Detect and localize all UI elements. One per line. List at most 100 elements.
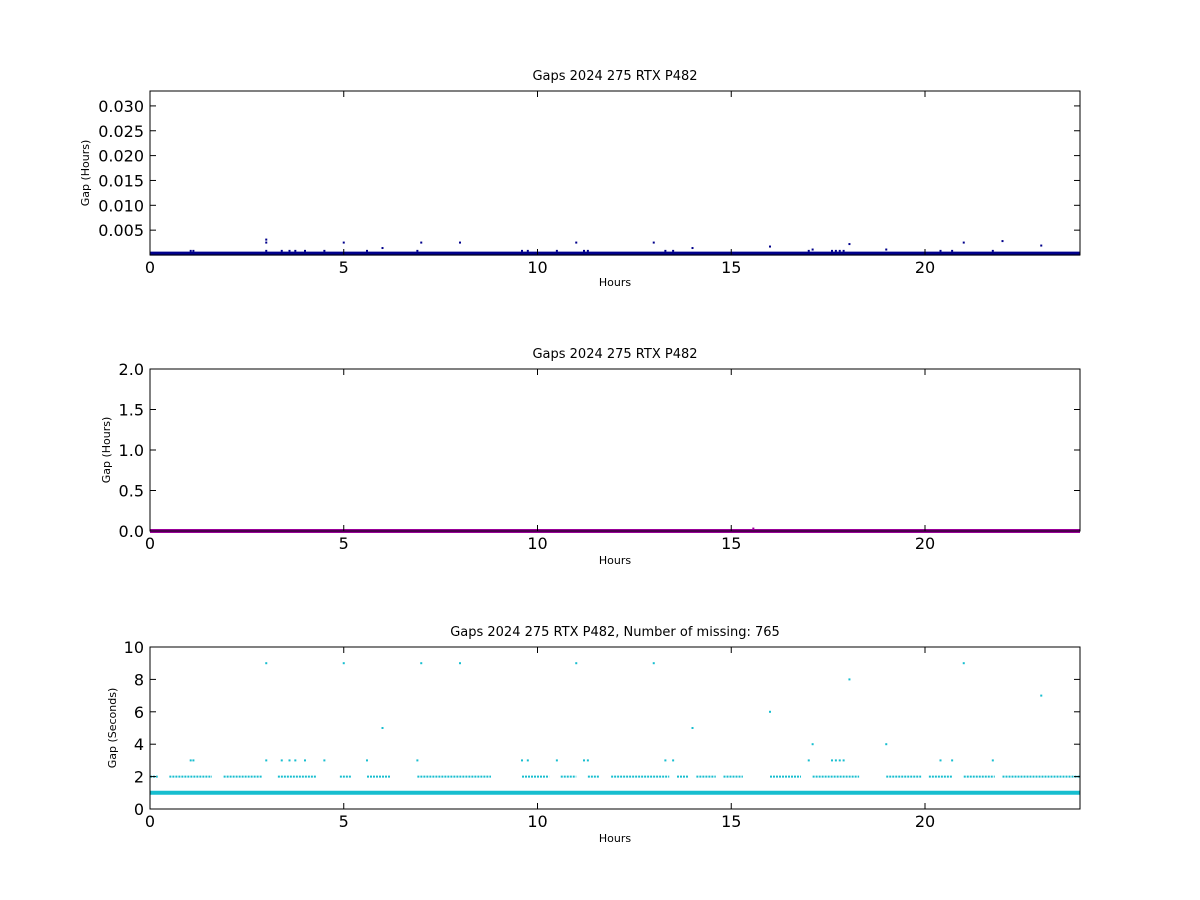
data-point [664,759,667,762]
data-point [991,249,994,252]
data-point [769,245,771,248]
panel-1-x-axis-label: Hours [599,276,631,289]
data-point [811,248,814,251]
data-point [811,743,814,746]
data-point [652,662,655,665]
data-point [1001,240,1004,243]
data-point [521,249,523,252]
x-tick-label: 20 [915,534,935,553]
panel-1: Gaps 2024 275 RTX P482 0 5 10 15 20 0.005 0.01… [79,69,1081,289]
data-point [962,241,965,244]
x-tick-label: 15 [721,534,741,553]
x-tick-label: 15 [721,812,741,831]
panel-1-frame [149,90,1081,256]
data-point [951,249,954,252]
data-point [521,759,523,762]
data-point [192,759,195,762]
panel-3-title: Gaps 2024 275 RTX P482, Number of missin… [450,625,780,640]
x-tick-label: 20 [915,258,935,277]
data-point [939,249,942,252]
x-tick-label: 0 [145,812,155,831]
y-tick-label: 10 [124,638,144,657]
data-point [192,249,195,252]
y-tick-label: 0.010 [98,196,144,215]
data-point [381,727,384,729]
data-point [885,743,888,746]
y-tick-label: 1.0 [119,441,144,460]
panel-2: Gaps 2024 275 RTX P482 0 5 10 15 20 0.0 0.5 1.0… [100,347,1081,567]
data-point [265,662,268,665]
x-tick-label: 0 [145,258,155,277]
data-point [575,662,578,665]
data-point [575,241,578,244]
data-point [381,247,384,250]
y-tick-label: 2.0 [119,360,144,379]
data-point [288,759,291,762]
panel-3-frame [149,646,1081,810]
panel-3-x-axis-label: Hours [599,832,631,845]
data-point [265,241,268,244]
panel-1-y-axis-label: Gap (Hours) [79,140,92,207]
y-tick-label: 0 [134,800,144,819]
data-point [848,678,851,681]
panel-2-ticks: 0 5 10 15 20 0.0 0.5 1.0 1.5 2.0 [119,360,1080,553]
data-point [420,241,423,244]
data-point [288,249,291,252]
data-point [304,249,306,252]
panel-2-title: Gaps 2024 275 RTX P482 [532,347,697,362]
data-point [342,241,345,244]
data-point [831,759,833,762]
data-point [366,759,368,762]
x-tick-label: 10 [527,534,547,553]
x-tick-label: 10 [527,812,547,831]
data-point [420,662,423,665]
data-point [1040,244,1043,247]
y-tick-label: 6 [134,703,144,722]
data-point [831,249,833,252]
x-tick-label: 5 [339,258,349,277]
data-point [323,759,326,762]
data-point [848,243,851,246]
data-point [323,249,326,252]
data-point [672,759,675,762]
data-point [416,249,419,252]
data-point [885,248,888,251]
y-tick-label: 2 [134,768,144,787]
y-tick-label: 0.0 [119,522,144,541]
data-point [280,759,283,762]
data-point [586,759,589,762]
data-point [459,241,461,244]
x-tick-label: 5 [339,812,349,831]
panel-2-y-axis-label: Gap (Hours) [100,417,113,484]
data-point [555,759,558,762]
panel-2-x-axis-label: Hours [599,554,631,567]
data-point [769,710,771,713]
data-point [834,249,837,252]
data-point [664,249,667,252]
x-tick-label: 0 [145,534,155,553]
data-point [189,249,192,252]
data-point [991,759,994,762]
panel-3-y-axis-label: Gap (Seconds) [106,688,119,769]
data-point [583,759,585,762]
data-point [807,249,810,252]
y-tick-label: 0.5 [119,482,144,501]
data-point [304,759,306,762]
data-point [962,662,965,665]
data-point [834,759,837,762]
data-point [265,759,268,762]
data-point [1040,694,1043,697]
y-tick-label: 8 [134,670,144,689]
x-tick-label: 5 [339,534,349,553]
y-tick-label: 0.020 [98,147,144,166]
data-point [807,759,810,762]
data-point [586,249,589,252]
data-point [294,249,297,252]
data-point [838,249,841,252]
data-point [691,247,694,250]
x-tick-label: 15 [721,258,741,277]
data-point [752,527,755,530]
data-point [366,249,368,252]
panel-1-title: Gaps 2024 275 RTX P482 [532,69,697,84]
